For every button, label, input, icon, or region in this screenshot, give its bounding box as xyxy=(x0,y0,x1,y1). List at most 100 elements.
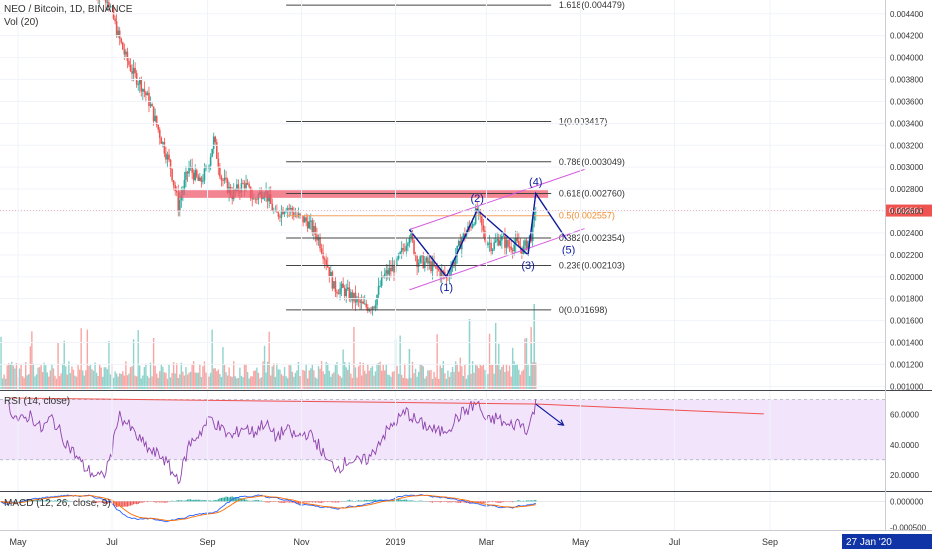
macd-histogram-bar xyxy=(95,501,98,503)
volume-bar xyxy=(69,373,72,389)
candle-body xyxy=(420,255,423,257)
volume-bar xyxy=(297,361,300,389)
volume-bar xyxy=(370,367,372,389)
macd-histogram-bar xyxy=(433,501,435,502)
fib-level-label: 0.382(0.002354) xyxy=(559,233,625,243)
macd-histogram-bar xyxy=(205,500,207,502)
macd-histogram-bar xyxy=(370,499,372,502)
volume-bar xyxy=(404,363,406,389)
volume-bar xyxy=(92,370,95,389)
macd-histogram-bar xyxy=(268,501,270,503)
macd-histogram-bar xyxy=(362,500,364,502)
candle-body xyxy=(356,297,358,303)
candle-body xyxy=(436,265,438,270)
macd-histogram-bar xyxy=(242,499,244,502)
candle-body xyxy=(343,287,346,297)
candle-body xyxy=(279,216,281,218)
volume-bar xyxy=(177,377,179,389)
macd-histogram-bar xyxy=(109,501,112,503)
candle-body xyxy=(373,306,375,309)
macd-histogram-bar xyxy=(296,501,298,504)
volume-bar xyxy=(65,366,67,389)
volume-bar xyxy=(385,364,387,389)
candle-body xyxy=(434,265,437,267)
macd-histogram-bar xyxy=(488,501,491,502)
candle-body xyxy=(393,265,395,273)
candle-body xyxy=(507,240,509,247)
candle-body xyxy=(174,185,176,191)
volume-bar xyxy=(373,375,375,389)
macd-histogram-bar xyxy=(99,501,101,503)
volume-bar xyxy=(501,366,503,389)
macd-histogram-bar xyxy=(189,499,192,502)
candle-body xyxy=(191,166,193,173)
rsi-projection-arrow[interactable] xyxy=(535,403,564,426)
volume-bar xyxy=(282,375,284,389)
volume-bar xyxy=(169,377,172,389)
volume-bar xyxy=(437,378,440,389)
volume-bar xyxy=(219,373,221,389)
volume-bar xyxy=(137,330,139,389)
volume-bar xyxy=(496,365,498,389)
volume-bar xyxy=(32,363,35,389)
y-tick-label: 0.004400 xyxy=(890,10,924,19)
volume-bar xyxy=(459,357,461,389)
drawings-layer[interactable]: 0.002604 1.618(0.004479) 1(0.003417) 0.786(… xyxy=(0,0,932,315)
macd-layer: 0.000000 -0.000500 xyxy=(0,494,927,532)
resistance-zone[interactable] xyxy=(178,190,549,198)
macd-histogram-bar xyxy=(522,500,525,502)
volume-bar xyxy=(191,364,193,389)
volume-bar xyxy=(414,368,417,389)
candle-body xyxy=(351,292,354,301)
candle-body xyxy=(155,115,158,125)
macd-histogram-bar xyxy=(243,499,246,502)
candle-body xyxy=(148,92,150,106)
candle-body xyxy=(525,240,528,250)
x-tick-label: Nov xyxy=(294,537,311,547)
volume-bar xyxy=(43,362,45,389)
volume-bar xyxy=(192,361,195,389)
wave-path[interactable] xyxy=(408,191,568,279)
candle-body xyxy=(333,281,335,289)
candle-body xyxy=(203,168,206,181)
volume-bar xyxy=(505,364,508,389)
macd-histogram-bar xyxy=(320,501,323,503)
volume-bar xyxy=(220,376,223,389)
volume-bar xyxy=(430,369,432,389)
candle-body xyxy=(248,184,250,187)
volume-bar xyxy=(316,378,318,389)
volume-bar xyxy=(367,364,369,389)
candle-body xyxy=(158,129,161,138)
macd-histogram-bar xyxy=(310,501,312,503)
candle-body xyxy=(219,167,221,177)
candle-body xyxy=(494,240,497,243)
volume-bar xyxy=(35,374,38,389)
candle-body xyxy=(137,84,139,86)
macd-histogram-bar xyxy=(404,499,406,502)
macd-histogram-bar xyxy=(122,501,124,508)
volume-bar xyxy=(397,373,400,389)
volume-bar xyxy=(259,378,261,389)
volume-bar xyxy=(441,368,443,389)
volume-bar xyxy=(48,376,50,389)
channel-line[interactable] xyxy=(409,228,585,291)
macd-histogram-bar xyxy=(280,501,283,503)
macd-panel-label: MACD (12, 26, close, 9) xyxy=(4,498,111,509)
volume-bar xyxy=(408,349,411,389)
volume-bar xyxy=(365,373,367,389)
channel-line[interactable] xyxy=(409,168,585,231)
volume-bar xyxy=(336,362,338,389)
volume-bar xyxy=(266,361,269,389)
volume-bar xyxy=(166,378,169,389)
macd-histogram-bar xyxy=(533,500,535,502)
candle-body xyxy=(377,285,380,295)
volume-bar xyxy=(421,365,423,389)
volume-bar xyxy=(202,366,204,389)
candle-body xyxy=(505,240,508,248)
candle-body xyxy=(497,239,500,246)
macd-histogram-bar xyxy=(456,501,458,503)
volume-bar xyxy=(134,375,136,389)
volume-bar xyxy=(180,362,183,389)
volume-bar xyxy=(126,375,129,389)
